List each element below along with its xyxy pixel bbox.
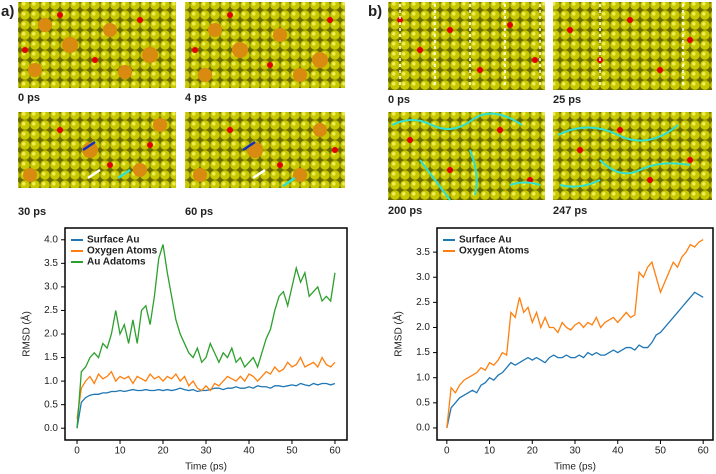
snapshot-label: 25 ps: [553, 94, 581, 106]
x-tick-label: 30: [569, 446, 581, 457]
x-tick-label: 20: [157, 446, 169, 457]
y-tick-label: 1.0: [44, 376, 58, 387]
y-axis-label: RMSD (Å): [392, 311, 405, 357]
snapshot-label: 0 ps: [18, 92, 40, 104]
y-tick-label: 3.0: [44, 282, 58, 293]
snapshot-label: 0 ps: [388, 94, 410, 106]
y-tick-label: 0.5: [416, 397, 430, 408]
domain-boundaries: [391, 112, 691, 201]
legend-label: Oxygen Atoms: [459, 246, 530, 257]
series-line: [446, 291, 704, 429]
y-tick-label: 4.0: [44, 234, 58, 245]
series-line: [446, 238, 704, 429]
x-tick-label: 0: [444, 446, 450, 457]
y-tick-label: 1.0: [416, 372, 430, 383]
y-tick-label: 3.0: [416, 272, 430, 283]
x-tick-label: 40: [243, 446, 255, 457]
legend-label: Surface Au: [87, 235, 139, 246]
x-tick-label: 10: [114, 446, 126, 457]
x-tick-label: 10: [484, 446, 496, 457]
x-tick-label: 50: [286, 446, 298, 457]
snapshot: [553, 2, 712, 90]
panel-label: a): [1, 3, 14, 20]
plot-frame: [64, 227, 348, 441]
x-tick-label: 20: [527, 446, 539, 457]
snapshot-label: 60 ps: [185, 206, 213, 218]
y-tick-label: 2.5: [416, 297, 430, 308]
y-tick-label: 3.5: [416, 247, 430, 258]
adatoms: [23, 18, 328, 182]
row-markers: [399, 4, 684, 88]
snapshot: [388, 2, 545, 90]
y-tick-label: 0.0: [44, 423, 58, 434]
plot-frame: [436, 227, 714, 441]
snapshot: [18, 2, 176, 88]
snapshot-label: 4 ps: [185, 92, 207, 104]
legend-label: Au Adatoms: [87, 257, 146, 268]
snapshot-label: 200 ps: [388, 205, 422, 217]
series-line: [76, 244, 336, 429]
series-line: [76, 382, 336, 429]
arrows: [82, 140, 296, 188]
snapshot: [388, 112, 545, 200]
x-tick-label: 30: [200, 446, 212, 457]
x-tick-label: 40: [612, 446, 624, 457]
y-tick-label: 1.5: [416, 347, 430, 358]
snapshot-label: 247 ps: [553, 205, 587, 217]
y-tick-label: 3.5: [44, 258, 58, 269]
x-tick-label: 50: [655, 446, 667, 457]
y-tick-label: 1.5: [44, 352, 58, 363]
x-tick-label: 60: [698, 446, 710, 457]
legend-label: Oxygen Atoms: [87, 246, 158, 257]
snapshot-label: 30 ps: [18, 206, 46, 218]
y-axis-label: RMSD (Å): [20, 311, 33, 357]
x-axis-label: Time (ps): [554, 462, 596, 473]
x-tick-label: 0: [74, 446, 80, 457]
panel-label: b): [368, 3, 382, 20]
y-tick-label: 0.5: [44, 399, 58, 410]
legend-label: Surface Au: [459, 235, 511, 246]
x-axis-label: Time (ps): [185, 462, 227, 473]
y-tick-label: 2.5: [44, 305, 58, 316]
y-tick-label: 2.0: [44, 329, 58, 340]
series-line: [76, 356, 336, 419]
snapshot-images: [18, 2, 712, 201]
y-tick-label: 2.0: [416, 322, 430, 333]
y-tick-label: 0.0: [416, 423, 430, 434]
x-tick-label: 60: [329, 446, 341, 457]
